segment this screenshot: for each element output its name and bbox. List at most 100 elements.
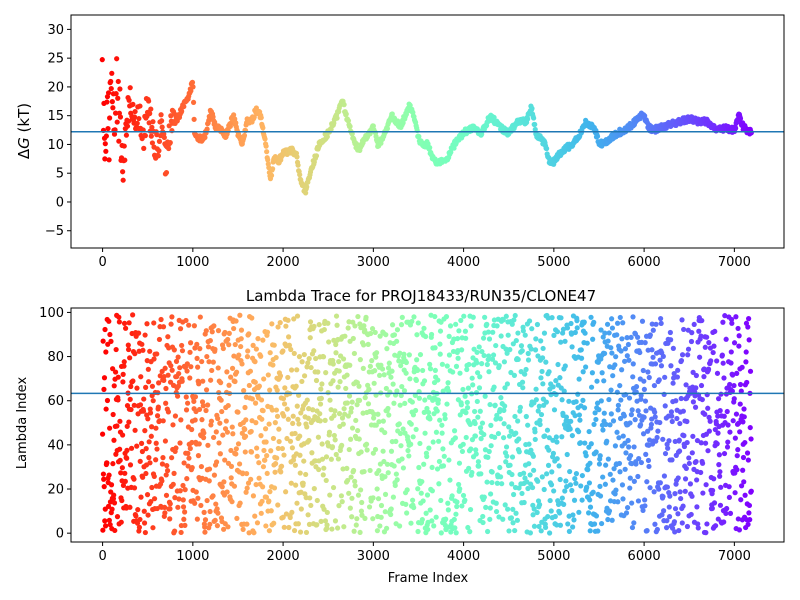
lambda-point: [206, 478, 212, 484]
lambda-point: [286, 342, 293, 348]
lambda-point: [310, 407, 316, 413]
lambda-point: [641, 378, 647, 384]
lambda-point: [350, 467, 357, 474]
delta-g-point: [190, 84, 196, 90]
lambda-point: [238, 343, 244, 350]
lambda-point: [473, 390, 480, 396]
lambda-point: [456, 328, 462, 334]
lambda-point: [228, 447, 234, 454]
lambda-point: [357, 357, 363, 363]
lambda-point: [577, 417, 583, 423]
lambda-point: [597, 493, 604, 499]
lambda-point: [642, 503, 648, 509]
lambda-point: [511, 372, 518, 378]
lambda-point: [721, 375, 727, 381]
lambda-point: [380, 418, 386, 424]
lambda-point: [274, 387, 280, 393]
lambda-point: [268, 448, 274, 454]
lambda-point: [402, 400, 408, 407]
lambda-point: [151, 473, 157, 480]
lambda-point: [263, 523, 269, 529]
lambda-point: [452, 525, 458, 531]
lambda-point: [285, 416, 291, 422]
lambda-point: [264, 453, 270, 459]
lambda-point: [454, 335, 461, 342]
lambda-point: [145, 366, 151, 372]
y-tick-label: 0: [56, 195, 64, 210]
lambda-point: [154, 446, 160, 452]
lambda-point: [734, 453, 740, 459]
lambda-point: [225, 524, 231, 530]
lambda-point: [468, 446, 474, 452]
lambda-point: [222, 457, 228, 463]
lambda-point: [361, 342, 367, 348]
lambda-point: [567, 468, 573, 475]
lambda-point: [349, 399, 355, 405]
lambda-point: [644, 479, 650, 485]
lambda-point: [668, 409, 675, 415]
y-tick-label: 20: [47, 483, 64, 498]
delta-g-point: [448, 149, 454, 155]
lambda-point: [619, 482, 626, 488]
lambda-point: [432, 313, 438, 320]
delta-g-axes-frame: [70, 14, 785, 249]
lambda-point: [348, 405, 355, 411]
lambda-point: [189, 465, 195, 471]
delta-g-point: [491, 114, 497, 121]
lambda-point: [677, 489, 683, 495]
lambda-point: [182, 509, 188, 515]
lambda-point: [373, 422, 379, 428]
lambda-point: [689, 330, 695, 336]
lambda-point: [635, 408, 641, 414]
lambda-point: [427, 366, 434, 372]
lambda-point: [199, 399, 206, 405]
lambda-point: [690, 399, 696, 405]
lambda-point: [119, 465, 125, 471]
lambda-point: [224, 489, 230, 495]
lambda-point: [465, 385, 471, 391]
lambda-point: [522, 332, 528, 338]
lambda-point: [177, 365, 183, 371]
lambda-point: [102, 523, 109, 529]
lambda-point: [664, 518, 670, 524]
lambda-point: [468, 323, 474, 329]
lambda-point: [401, 388, 408, 394]
lambda-point: [369, 358, 375, 364]
lambda-point: [125, 342, 131, 348]
lambda-point: [519, 348, 525, 354]
delta-g-point: [233, 120, 239, 126]
lambda-point: [135, 507, 141, 513]
lambda-point: [622, 466, 628, 472]
lambda-point: [730, 372, 736, 378]
lambda-point: [120, 379, 126, 385]
lambda-point: [218, 380, 224, 386]
lambda-point: [532, 429, 538, 435]
delta-g-point: [130, 101, 136, 107]
lambda-point: [610, 373, 616, 379]
delta-g-point: [147, 110, 153, 117]
delta-g-point: [105, 125, 111, 132]
lambda-point: [389, 322, 396, 328]
lambda-point: [333, 451, 339, 458]
lambda-point: [202, 517, 209, 523]
lambda-point: [192, 417, 198, 423]
lambda-point: [705, 405, 711, 411]
lambda-point: [272, 420, 278, 426]
lambda-point: [675, 475, 681, 481]
lambda-point: [198, 502, 204, 509]
lambda-point: [561, 501, 567, 507]
lambda-point: [121, 359, 127, 365]
lambda-point: [537, 417, 543, 424]
lambda-point: [712, 328, 718, 335]
lambda-point: [467, 529, 473, 535]
lambda-point: [489, 469, 495, 475]
lambda-point: [541, 486, 547, 493]
lambda-point: [598, 327, 604, 333]
delta-g-point: [343, 111, 349, 117]
lambda-point: [267, 350, 273, 356]
lambda-point: [652, 521, 658, 527]
lambda-point: [382, 474, 388, 480]
lambda-point: [340, 356, 347, 362]
delta-g-point: [188, 88, 194, 94]
lambda-point: [585, 467, 591, 473]
